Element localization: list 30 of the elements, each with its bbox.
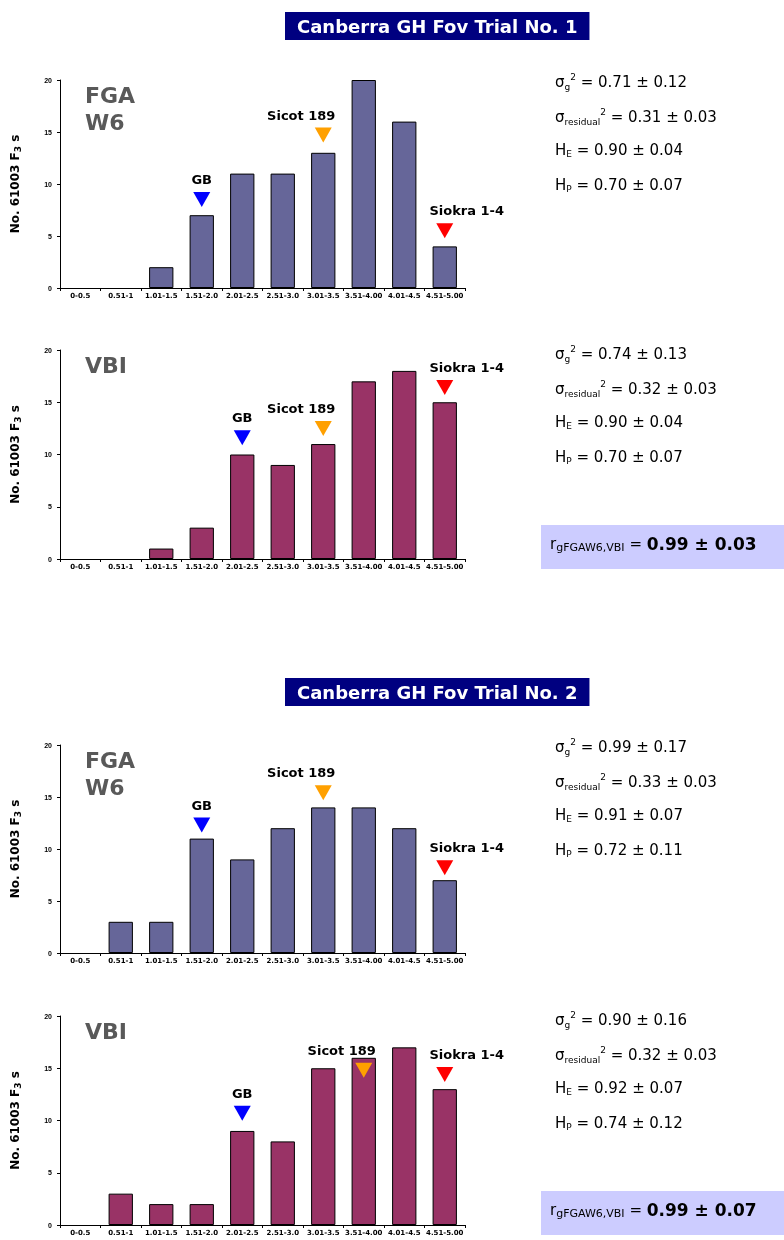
chart-title: Canberra GH Fov Trial No. 1 [297,15,578,37]
text: HE = 0.90 ± 0.04 [555,412,683,431]
annotation: Sicot 189 [267,107,336,123]
annotation: GB [231,410,253,426]
chart-title: Canberra GH Fov Trial No. 2 [297,681,578,703]
annotation: Sicot 189 [267,765,336,781]
text: FGA W6 [85,748,143,800]
text: VBI [85,353,127,378]
annotation: GB [191,797,213,813]
text: HP = 0.70 ± 0.07 [555,175,683,194]
text: HP = 0.70 ± 0.07 [555,447,683,466]
annotation: Siokra 1-4 [429,360,505,376]
y-axis-title: No. 61003 F3 s [7,1071,23,1170]
annotation: GB [231,1085,253,1101]
text: FGA W6 [85,83,143,135]
y-axis-title: No. 61003 F3 s [7,405,23,504]
text: HE = 0.90 ± 0.04 [555,140,683,159]
annotation: Sicot 189 [267,400,336,416]
annotation: Siokra 1-4 [429,840,505,856]
text: HP = 0.72 ± 0.11 [555,840,683,859]
y-axis-title: No. 61003 F3 s [7,799,23,899]
annotation: Sicot 189 [307,1042,376,1058]
text: VBI [85,1019,127,1044]
text: HP = 0.74 ± 0.12 [555,1113,683,1132]
annotation: Siokra 1-4 [429,1047,505,1063]
annotation: GB [191,172,213,188]
text: HE = 0.91 ± 0.07 [555,805,683,824]
text: HE = 0.92 ± 0.07 [555,1078,683,1097]
annotation: Siokra 1-4 [429,203,505,219]
y-axis-title: No. 61003 F3 s [7,134,23,234]
